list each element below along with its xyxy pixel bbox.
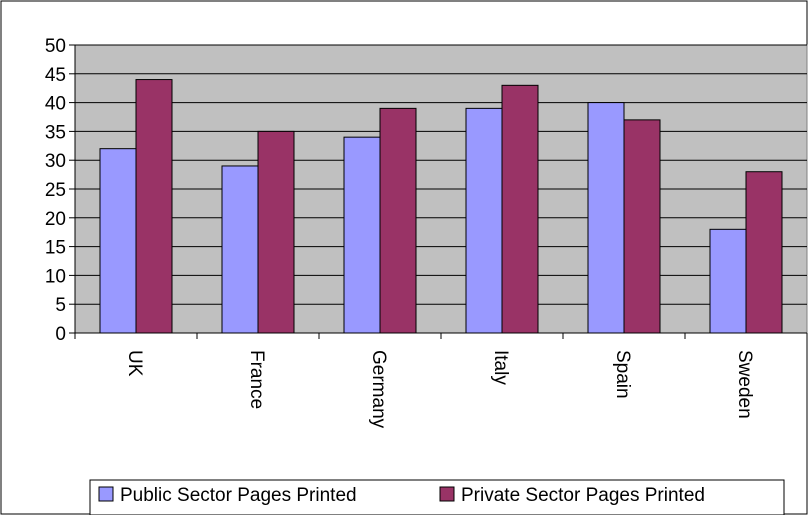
x-axis-categories: UK France Germany Italy Spain Sweden: [74, 333, 808, 429]
y-tick-label: 10: [45, 266, 66, 287]
legend-swatch-public: [98, 486, 114, 502]
x-category-label: Spain: [612, 350, 633, 399]
bar-france-private: [257, 130, 295, 334]
y-tick-label: 30: [45, 151, 66, 172]
legend-label-private: Private Sector Pages Printed: [461, 485, 705, 506]
y-tick-label: 35: [45, 122, 66, 143]
legend-box: [89, 479, 785, 515]
bar-sweden-private: [745, 171, 783, 334]
gridlines: [75, 44, 807, 305]
x-category-label: Italy: [490, 350, 511, 385]
bar-germany-public: [343, 136, 381, 334]
x-category-label: UK: [124, 350, 145, 377]
x-category-label: France: [246, 350, 267, 409]
bar-germany-private: [379, 107, 417, 334]
y-tick-label: 40: [45, 94, 66, 115]
y-axis-ticks: 0 5 10 15 20 25 30 35 40 45 50: [45, 36, 75, 345]
bar-uk-private: [135, 79, 173, 334]
legend-label-public: Public Sector Pages Printed: [120, 485, 357, 506]
bar-spain-private: [623, 119, 661, 334]
y-tick-label: 0: [55, 324, 66, 345]
legend: Public Sector Pages Printed Private Sect…: [89, 479, 785, 515]
x-category-label: Sweden: [734, 350, 755, 419]
y-tick-label: 20: [45, 209, 66, 230]
y-tick-label: 50: [45, 36, 66, 57]
y-tick-label: 5: [55, 295, 66, 316]
y-tick-label: 45: [45, 65, 66, 86]
bar-spain-public: [587, 102, 625, 334]
bar-france-public: [221, 165, 259, 334]
legend-swatch-private: [439, 486, 455, 502]
bar-uk-public: [99, 148, 137, 334]
bar-sweden-public: [709, 228, 747, 334]
y-tick-label: 15: [45, 238, 66, 259]
bar-italy-public: [465, 107, 503, 334]
bar-italy-private: [501, 84, 539, 334]
x-category-label: Germany: [368, 350, 389, 429]
y-tick-label: 25: [45, 180, 66, 201]
